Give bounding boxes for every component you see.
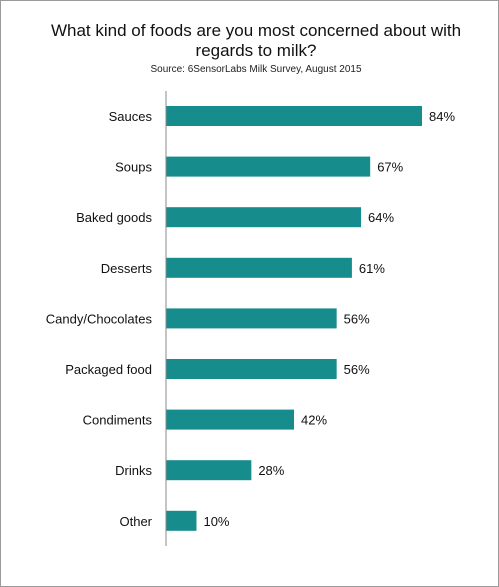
value-label-baked-goods: 64%: [368, 210, 394, 225]
value-label-candy-chocolates: 56%: [344, 311, 370, 326]
category-label-candy-chocolates: Candy/Chocolates: [46, 311, 153, 326]
category-label-packaged-food: Packaged food: [65, 362, 152, 377]
bar-desserts: [166, 257, 352, 278]
bar-baked-goods: [166, 207, 362, 228]
bar-candy-chocolates: [166, 308, 337, 329]
chart-subtitle: Source: 6SensorLabs Milk Survey, August …: [150, 64, 362, 75]
bar-packaged-food: [166, 359, 337, 379]
value-label-soups: 67%: [377, 160, 403, 175]
category-label-desserts: Desserts: [101, 261, 153, 276]
category-label-sauces: Sauces: [109, 109, 153, 124]
category-label-other: Other: [119, 514, 152, 529]
value-label-other: 10%: [203, 514, 229, 529]
category-label-drinks: Drinks: [115, 463, 152, 478]
bar-soups: [166, 156, 371, 177]
bar-sauces: [166, 106, 422, 126]
bar-condiments: [166, 409, 294, 430]
bar-drinks: [166, 460, 252, 481]
category-label-baked-goods: Baked goods: [76, 210, 152, 225]
chart-title: What kind of foods are you most concerne…: [50, 21, 462, 60]
value-label-drinks: 28%: [258, 463, 284, 478]
bar-other: [166, 510, 197, 531]
category-label-soups: Soups: [115, 160, 152, 175]
value-label-sauces: 84%: [429, 109, 455, 124]
value-label-desserts: 61%: [359, 261, 385, 276]
value-label-condiments: 42%: [301, 413, 327, 428]
value-label-packaged-food: 56%: [344, 362, 370, 377]
category-label-condiments: Condiments: [83, 413, 153, 428]
